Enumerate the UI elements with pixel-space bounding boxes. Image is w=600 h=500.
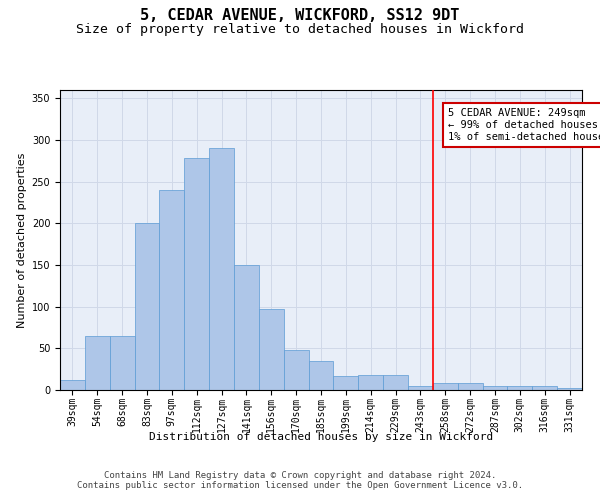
Bar [557, 388, 582, 390]
Bar [110, 336, 134, 390]
Bar [259, 309, 284, 390]
Text: Size of property relative to detached houses in Wickford: Size of property relative to detached ho… [76, 22, 524, 36]
Bar [284, 350, 308, 390]
Text: Distribution of detached houses by size in Wickford: Distribution of detached houses by size … [149, 432, 493, 442]
Bar [308, 361, 334, 390]
Text: Contains HM Land Registry data © Crown copyright and database right 2024.
Contai: Contains HM Land Registry data © Crown c… [77, 470, 523, 490]
Bar [60, 380, 85, 390]
Y-axis label: Number of detached properties: Number of detached properties [17, 152, 28, 328]
Bar [532, 386, 557, 390]
Bar [408, 386, 433, 390]
Bar [334, 376, 358, 390]
Bar [184, 158, 209, 390]
Bar [234, 265, 259, 390]
Bar [458, 384, 482, 390]
Bar [160, 190, 184, 390]
Bar [383, 375, 408, 390]
Bar [134, 224, 160, 390]
Bar [358, 375, 383, 390]
Bar [85, 336, 110, 390]
Bar [508, 386, 532, 390]
Text: 5, CEDAR AVENUE, WICKFORD, SS12 9DT: 5, CEDAR AVENUE, WICKFORD, SS12 9DT [140, 8, 460, 22]
Text: 5 CEDAR AVENUE: 249sqm
← 99% of detached houses are smaller (1,462)
1% of semi-d: 5 CEDAR AVENUE: 249sqm ← 99% of detached… [448, 108, 600, 142]
Bar [209, 148, 234, 390]
Bar [482, 386, 508, 390]
Bar [433, 382, 458, 390]
